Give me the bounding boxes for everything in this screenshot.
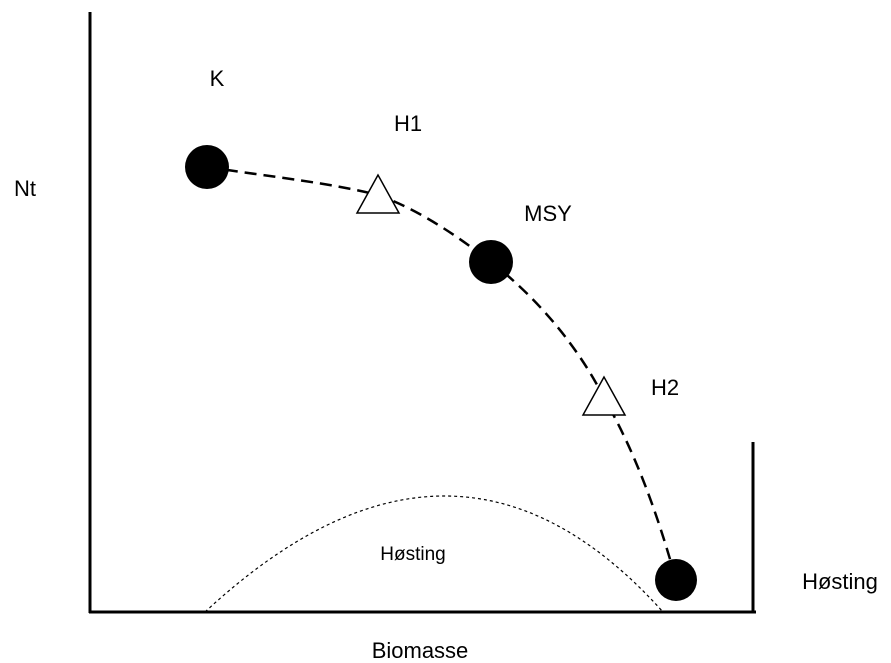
harvest-label: Høsting xyxy=(380,544,445,565)
label-h2: H2 xyxy=(651,375,679,400)
harvest-curve xyxy=(204,495,664,613)
point-h1 xyxy=(355,173,401,214)
point-k xyxy=(185,145,229,189)
label-h1: H1 xyxy=(394,111,422,136)
y-axis-label: Nt xyxy=(14,176,36,201)
label-msy: MSY xyxy=(524,201,572,226)
label-k: K xyxy=(210,66,225,91)
point-end xyxy=(655,559,697,601)
x-axis-label: Biomasse xyxy=(372,638,469,663)
y2-axis-label: Høsting xyxy=(802,569,878,594)
point-msy xyxy=(469,240,513,284)
point-h2 xyxy=(581,375,627,416)
population-curve xyxy=(206,165,678,581)
